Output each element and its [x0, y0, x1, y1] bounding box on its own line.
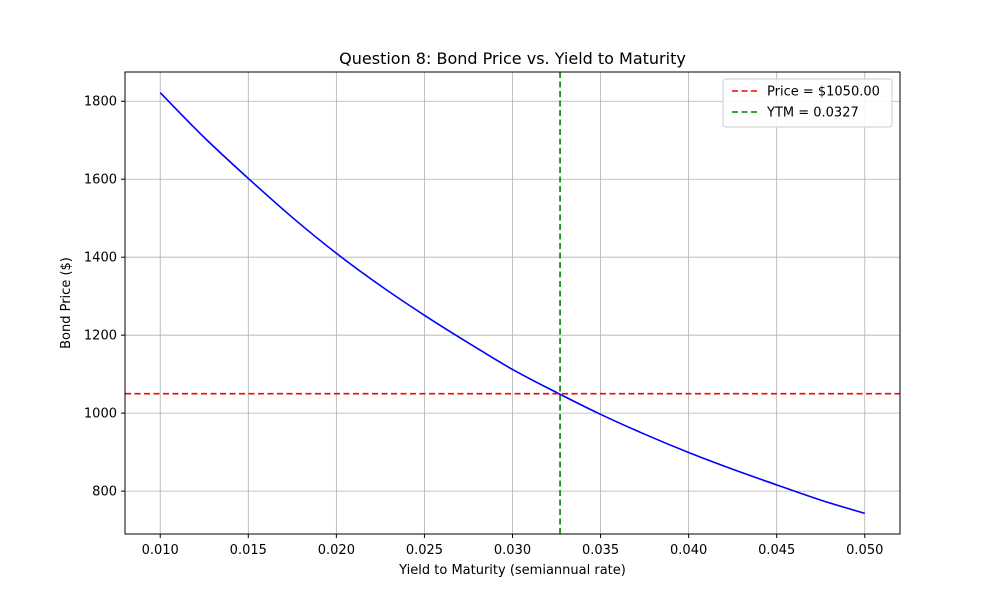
- y-tick-label: 1600: [84, 173, 117, 188]
- y-axis-label: Bond Price ($): [59, 257, 74, 349]
- y-tick-label: 1400: [84, 251, 117, 266]
- x-tick-label: 0.035: [582, 543, 619, 558]
- x-tick-label: 0.030: [494, 543, 531, 558]
- x-tick-label: 0.010: [142, 543, 179, 558]
- bond-price-curve: [159, 92, 866, 515]
- legend-entry-label: YTM = 0.0327: [766, 106, 859, 121]
- y-tick-label: 800: [92, 485, 117, 500]
- y-tick-label: 1800: [84, 95, 117, 110]
- legend-box: [722, 78, 893, 128]
- x-tick-label: 0.020: [318, 543, 355, 558]
- legend-entry-label: Price = $1050.00: [767, 85, 880, 100]
- tick-layer: 0.010 0.015 0.020 0.025 0.030 0.035 0.040 0.045…: [84, 95, 883, 558]
- x-tick-label: 0.050: [846, 543, 883, 558]
- grid-layer: [125, 72, 900, 534]
- x-tick-label: 0.025: [406, 543, 443, 558]
- x-axis-label: Yield to Maturity (semiannual rate): [398, 563, 626, 578]
- y-tick-label: 1200: [84, 329, 117, 344]
- x-tick-label: 0.040: [670, 543, 707, 558]
- legend: Price = $1050.00 YTM = 0.0327: [722, 78, 893, 128]
- x-tick-label: 0.045: [758, 543, 795, 558]
- reference-lines-layer: [125, 72, 900, 534]
- y-tick-label: 1000: [84, 407, 117, 422]
- chart-title: Question 8: Bond Price vs. Yield to Matu…: [339, 49, 686, 68]
- x-tick-label: 0.015: [230, 543, 267, 558]
- data-layer: [159, 92, 866, 515]
